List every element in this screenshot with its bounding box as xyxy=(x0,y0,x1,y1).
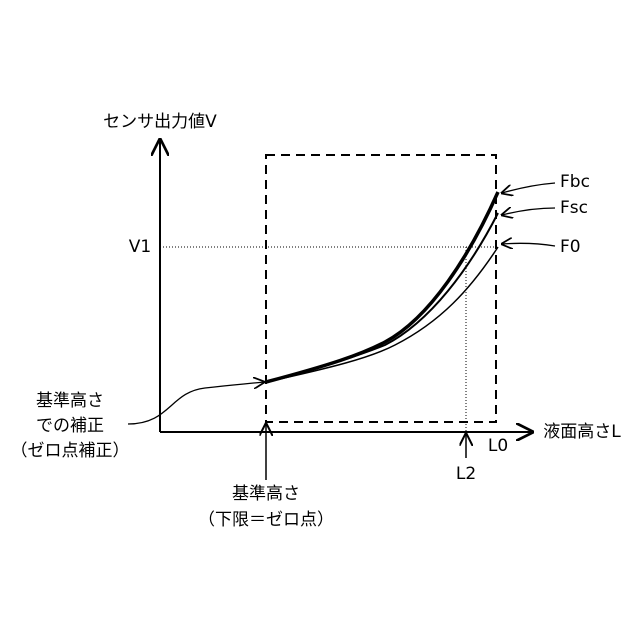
l0-label: L0 xyxy=(488,436,508,456)
annotation-line: 基準高さ xyxy=(36,391,104,411)
zero-point-leader xyxy=(128,382,264,424)
dashed-region xyxy=(266,155,496,422)
leader-f0 xyxy=(502,243,555,246)
curve-fbc xyxy=(266,192,498,382)
l2-label: L2 xyxy=(456,464,476,484)
annotation-line: 基準高さ xyxy=(232,484,300,504)
diagram: センサ出力値V 液面高さL V1 L0 L2 Fbc Fsc F0 基準高さ で… xyxy=(0,0,640,640)
curve-label: F0 xyxy=(560,237,581,257)
leader-fsc xyxy=(502,208,555,215)
curve-f0 xyxy=(266,247,498,382)
curve-label: Fbc xyxy=(560,172,590,192)
x-axis-label: 液面高さL xyxy=(543,422,621,442)
curve-label: Fsc xyxy=(560,198,588,218)
v1-label: V1 xyxy=(129,237,151,257)
leader-fbc xyxy=(502,183,555,193)
curve-fsc xyxy=(266,213,498,382)
y-axis-label: センサ出力値V xyxy=(103,112,217,132)
annotation-line: （下限＝ゼロ点） xyxy=(198,510,334,530)
annotation-line: （ゼロ点補正） xyxy=(11,441,130,461)
annotation-line: での補正 xyxy=(36,416,104,436)
